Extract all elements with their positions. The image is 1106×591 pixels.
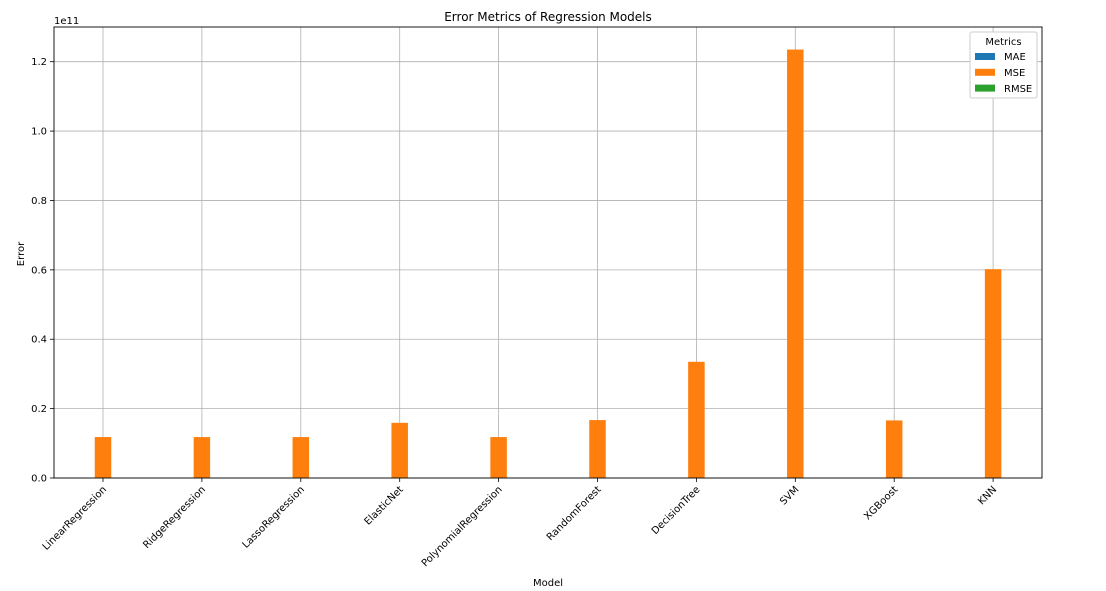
legend-label-mse: MSE: [1004, 68, 1025, 79]
x-tick-label: SVM: [778, 484, 801, 507]
legend-swatch-mse: [975, 68, 995, 76]
bar-mse: [391, 422, 408, 478]
x-ticks: LinearRegression RidgeRegression LassoRegr…: [41, 478, 999, 569]
y-tick-label: 0.6: [31, 265, 47, 276]
x-tick-label: KNN: [976, 484, 999, 507]
bar-mse: [94, 437, 112, 478]
bar-mse: [490, 437, 507, 478]
legend-swatch-mae: [975, 53, 995, 60]
bar-mse: [688, 361, 705, 478]
legend-title: Metrics: [985, 37, 1021, 48]
plot-frame: [53, 26, 1043, 479]
legend: Metrics MAE MSE RMSE: [969, 31, 1038, 99]
bar-mse: [787, 49, 804, 479]
x-tick-label: RidgeRegression: [141, 484, 208, 551]
x-tick-label: ElasticNet: [363, 484, 406, 527]
x-tick-label: LassoRegression: [240, 484, 306, 550]
bar-mse: [589, 420, 606, 478]
y-tick-label: 1.2: [31, 57, 47, 68]
legend-label-mae: MAE: [1004, 52, 1026, 63]
bar-mse: [984, 269, 1002, 478]
y-tick-label: 0.2: [31, 404, 47, 415]
y-tick-label: 1.0: [31, 127, 47, 138]
bar-mse: [193, 437, 211, 478]
y-tick-label: 0.8: [31, 196, 47, 207]
y-axis-label: Error: [16, 241, 27, 266]
x-tick-label: XGBoost: [862, 484, 900, 522]
axes-layer: [53, 26, 1043, 479]
legend-label-rmse: RMSE: [1004, 84, 1032, 95]
x-axis-label: Model: [533, 578, 563, 589]
x-tick-label: PolynomialRegression: [420, 484, 505, 569]
legend-swatch-rmse: [975, 84, 995, 92]
y-axis-offset: 1e11: [54, 16, 79, 27]
y-tick-label: 0.0: [31, 474, 47, 485]
chart-title: Error Metrics of Regression Models: [444, 10, 652, 24]
grid-layer: [54, 27, 1042, 479]
y-tick-label: 0.4: [31, 335, 47, 346]
bar-mse: [292, 437, 310, 478]
y-ticks: 0.0 0.2 0.4 0.6 0.8 1.0 1.2: [31, 57, 54, 485]
x-tick-label: LinearRegression: [41, 484, 109, 552]
bar-layer: [78, 49, 1018, 479]
x-tick-label: RandomForest: [545, 484, 604, 543]
bar-mse: [885, 420, 903, 478]
legend-frame: [969, 31, 1038, 99]
x-tick-label: DecisionTree: [650, 484, 703, 537]
legend-items: MAE MSE RMSE: [975, 52, 1032, 95]
